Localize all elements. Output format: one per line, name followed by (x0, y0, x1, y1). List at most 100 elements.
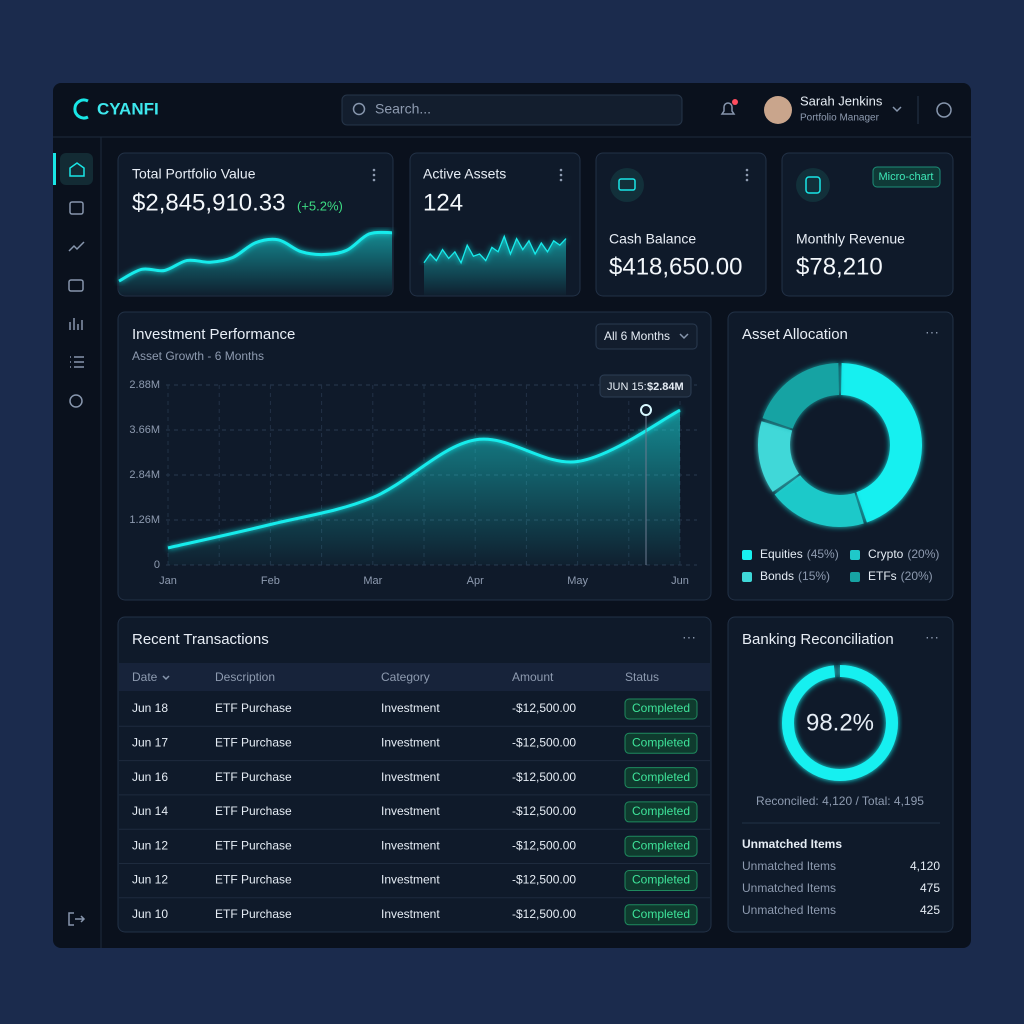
kpi-title: Monthly Revenue (796, 231, 905, 247)
search-box[interactable] (341, 94, 683, 126)
nav-list[interactable] (70, 356, 84, 368)
y-tick-label: 2.84M (129, 469, 160, 481)
cell: ETF Purchase (215, 701, 292, 715)
cell: Jun 12 (132, 873, 168, 887)
x-tick-label: Apr (467, 575, 484, 587)
cell: ETF Purchase (215, 838, 292, 852)
badge-text: Micro-chart (878, 171, 933, 183)
nav-reports[interactable] (69, 318, 83, 330)
cell: ETF Purchase (215, 735, 292, 749)
column-header: Description (215, 670, 275, 684)
card-title: Recent Transactions (132, 631, 269, 648)
column-header: Date (132, 670, 158, 684)
kpi-title: Cash Balance (609, 231, 696, 247)
nav-settings[interactable] (69, 394, 83, 408)
nav-home[interactable] (69, 162, 85, 177)
status-text: Completed (632, 804, 690, 818)
reconciled-summary: Reconciled: 4,120 / Total: 4,195 (756, 794, 924, 808)
cash-icon-bg (610, 168, 644, 202)
x-tick-label: Jan (159, 575, 177, 587)
nav-logout[interactable] (68, 912, 86, 926)
badge (872, 166, 941, 188)
legend-swatch (850, 550, 860, 560)
column-header: Status (625, 670, 659, 684)
card-title: Banking Reconciliation (742, 631, 894, 648)
status-pill (624, 904, 698, 926)
x-tick-label: May (567, 575, 588, 587)
filter-text: All 6 Months (604, 329, 670, 343)
status-pill (624, 801, 698, 823)
filter-dropdown[interactable] (595, 323, 698, 350)
status-text: Completed (632, 770, 690, 784)
kpi-value: $2,845,910.33 (132, 189, 285, 216)
cell: Jun 10 (132, 907, 168, 921)
performance-chart: 0 1.26M 2.84M 3.66M 2.88M Jan Feb Mar Apr May Jun (129, 379, 732, 587)
y-tick-label: 0 (154, 559, 160, 571)
settings-icon[interactable] (936, 102, 952, 118)
transactions-table: Date Description Category Amount Status Jun 1… (119, 670, 710, 926)
status-text: Completed (632, 907, 690, 921)
user-name: Sarah Jenkins (800, 93, 883, 108)
y-tick-label: 2.88M (129, 379, 160, 391)
tooltip-date: JUN 15: (607, 381, 647, 393)
cell: -$12,500.00 (512, 804, 576, 818)
status-pill (624, 870, 698, 891)
line-area (168, 410, 680, 565)
item-value: 4,120 (910, 859, 940, 873)
column-header: Category (381, 670, 430, 684)
cell: Investment (381, 838, 440, 852)
kpi-value: $78,210 (796, 253, 883, 280)
cell: ETF Purchase (215, 804, 292, 818)
cell: ETF Purchase (215, 770, 292, 784)
x-tick-label: Jun (671, 575, 689, 587)
cell: -$12,500.00 (512, 873, 576, 887)
cell: Investment (381, 804, 440, 818)
nav-wallet[interactable] (69, 201, 84, 215)
status-text: Completed (632, 701, 690, 715)
bell-icon[interactable] (720, 102, 736, 115)
status-pill (624, 732, 698, 754)
item-label: Unmatched Items (742, 903, 836, 917)
nav-portfolio[interactable] (68, 279, 84, 292)
card-title: Investment Performance (132, 326, 295, 343)
menu-dots[interactable] (559, 168, 563, 182)
item-value: 475 (920, 881, 940, 895)
menu-dots[interactable]: ··· (925, 629, 939, 645)
legend-value: (45%) (807, 547, 839, 561)
cell: Jun 14 (132, 804, 168, 818)
cell: -$12,500.00 (512, 735, 576, 749)
reconciliation-ring (782, 665, 898, 781)
menu-dots[interactable]: ··· (925, 324, 939, 340)
column-header: Amount (512, 670, 554, 684)
cell: Jun 17 (132, 735, 168, 749)
donut-chart: Equities (45%) Crypto (20%)Bonds (15%) ETFs (2… (742, 363, 939, 583)
menu-dots[interactable] (745, 168, 749, 182)
nav-trends[interactable] (68, 241, 85, 252)
legend-value: (15%) (798, 569, 830, 583)
tooltip-value: $2.84M (647, 381, 684, 393)
status-text: Completed (632, 838, 690, 852)
card-subtitle: Asset Growth - 6 Months (132, 349, 264, 363)
cell: Investment (381, 873, 440, 887)
user-menu-caret[interactable] (892, 106, 902, 113)
brand: CYANFI (97, 99, 159, 118)
cell: Investment (381, 735, 440, 749)
avatar[interactable] (764, 96, 792, 124)
sort-caret[interactable] (162, 675, 170, 681)
menu-dots[interactable]: ··· (682, 629, 696, 645)
kpi-value: $418,650.00 (609, 253, 742, 280)
kpi-title: Total Portfolio Value (132, 166, 256, 182)
y-tick-label: 3.66M (129, 424, 160, 436)
search-placeholder: Search... (375, 101, 431, 117)
cell: ETF Purchase (215, 907, 292, 921)
status-text: Completed (632, 873, 690, 887)
kpi-title: Active Assets (423, 166, 506, 182)
tooltip-point (640, 404, 652, 416)
status-pill (624, 835, 698, 857)
ring-progress (782, 665, 898, 781)
legend-label: Equities (760, 547, 803, 561)
cell: Investment (381, 770, 440, 784)
cell: Jun 16 (132, 770, 168, 784)
menu-dots[interactable] (372, 168, 376, 182)
